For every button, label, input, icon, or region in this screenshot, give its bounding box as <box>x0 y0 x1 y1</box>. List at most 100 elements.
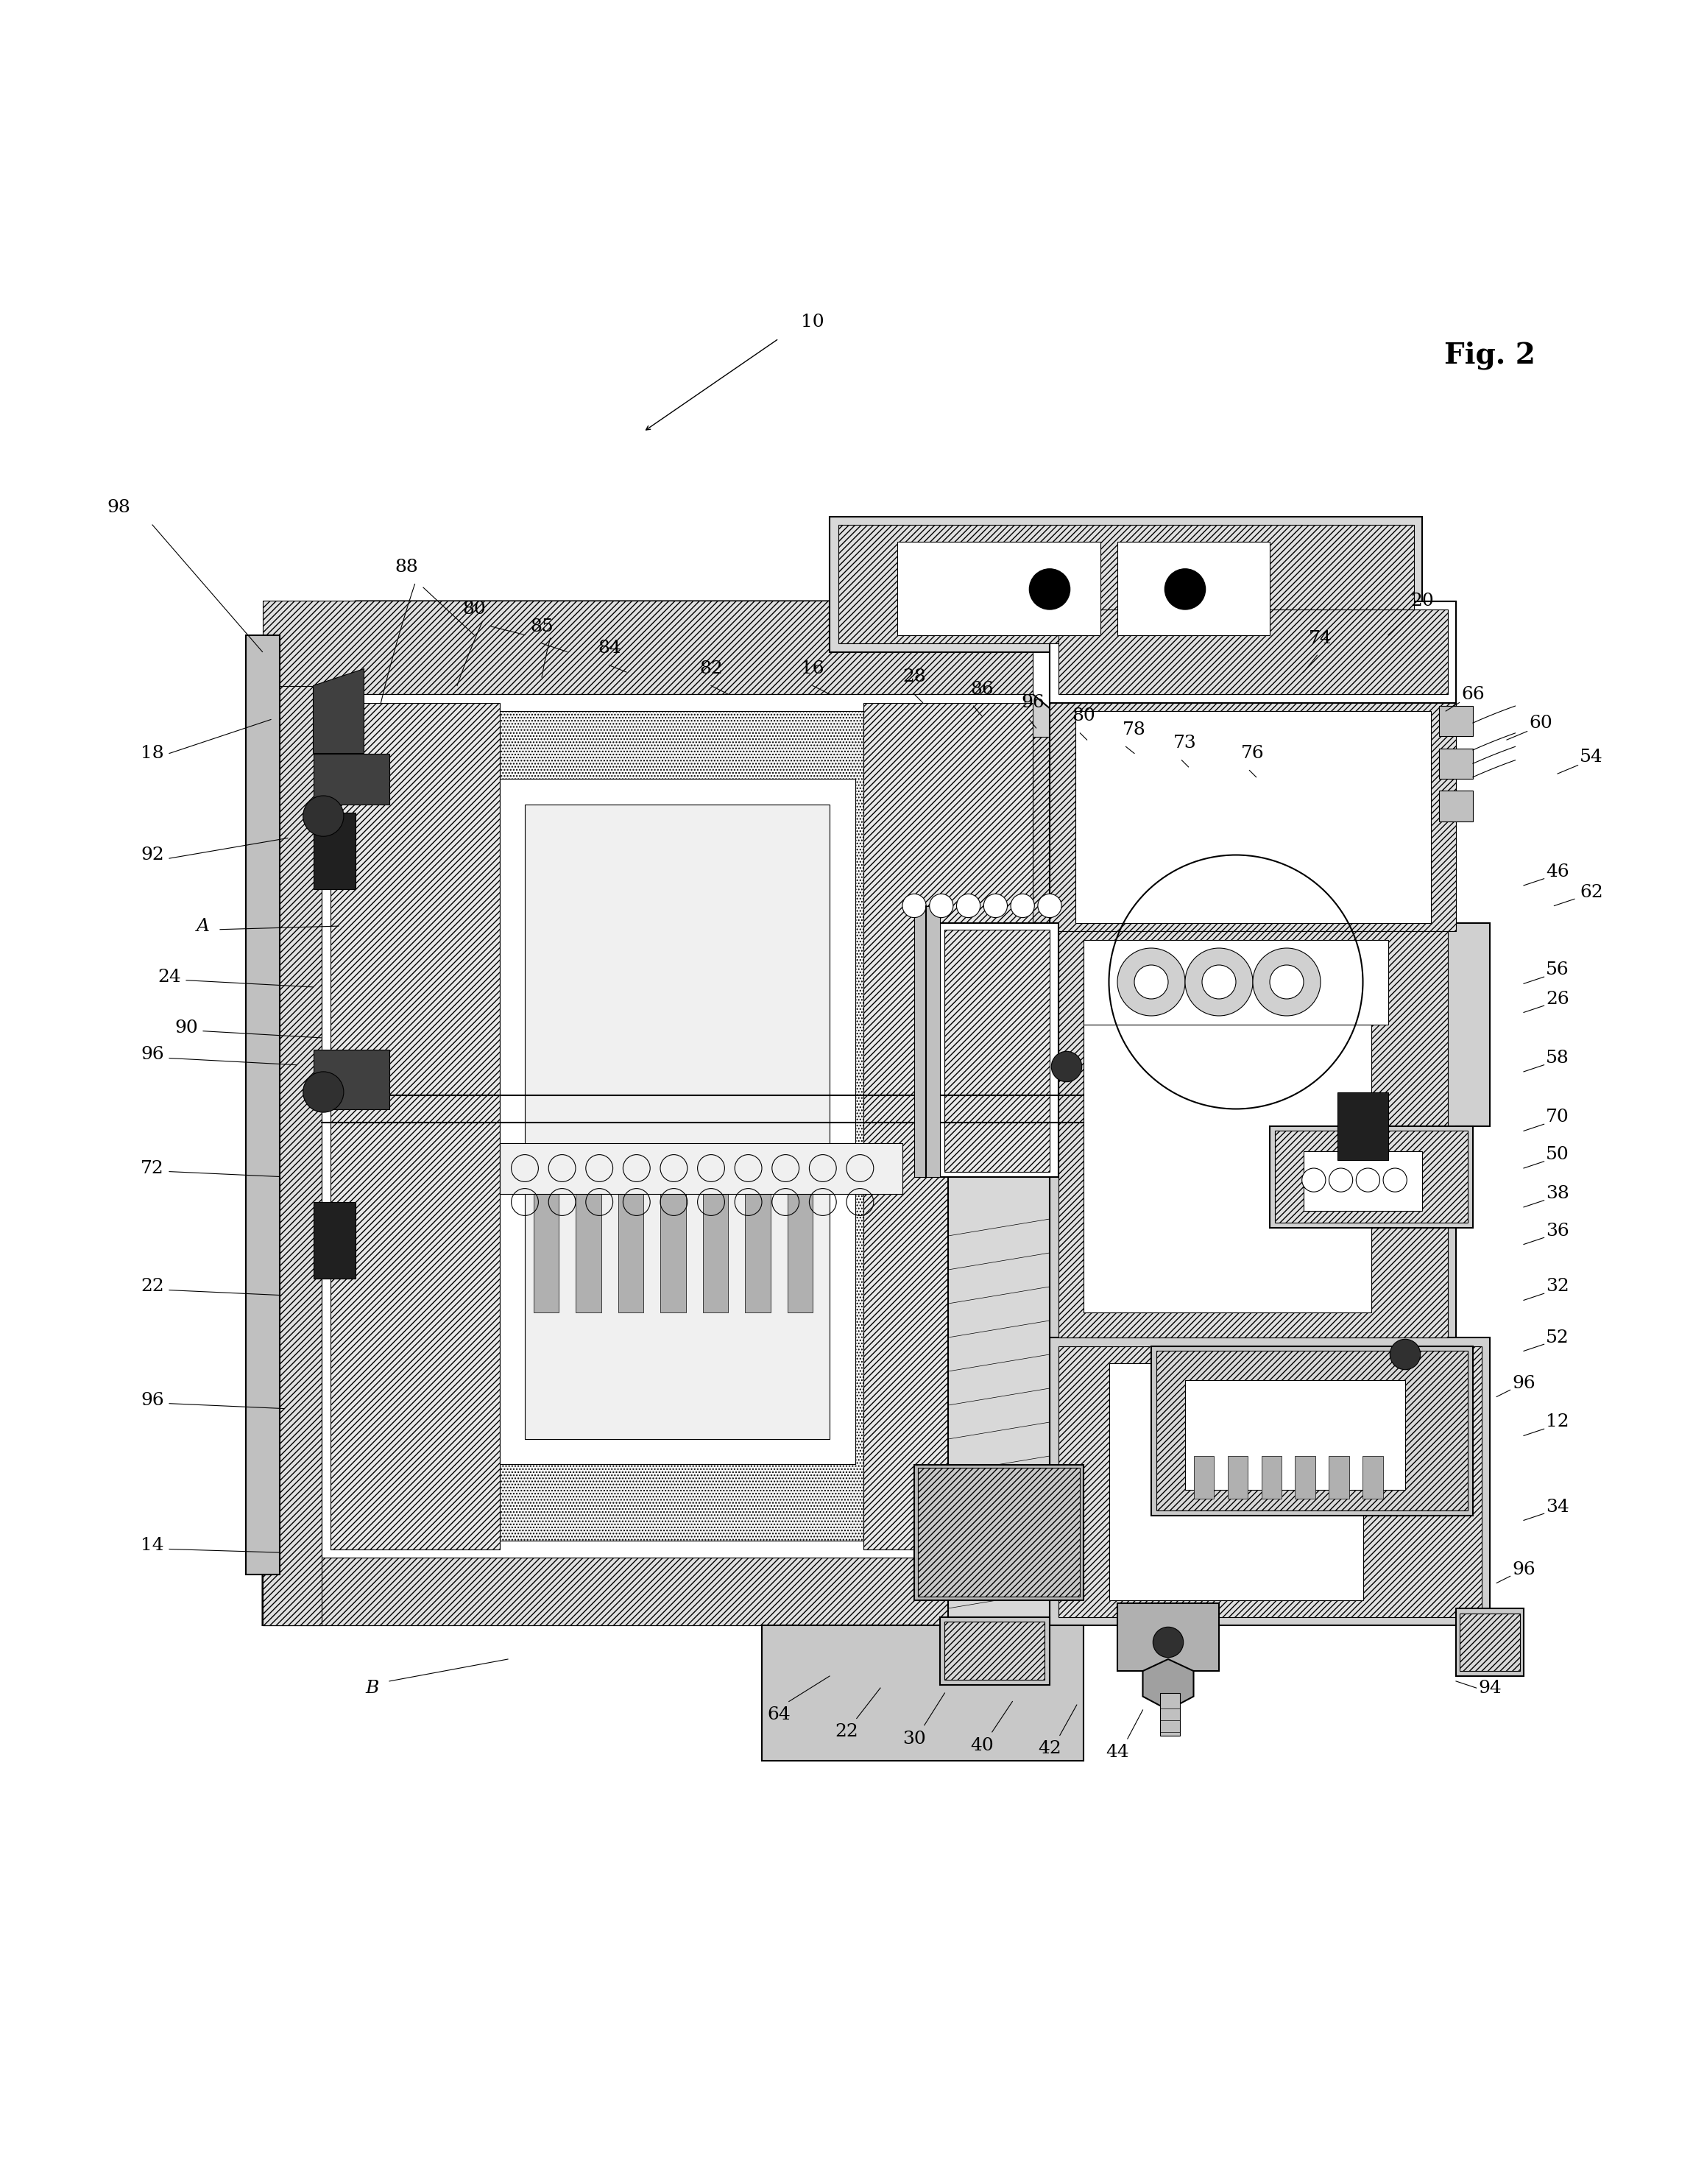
Circle shape <box>303 795 344 836</box>
Bar <box>1304 1151 1422 1210</box>
Polygon shape <box>245 636 279 1575</box>
Polygon shape <box>940 1616 1050 1684</box>
Bar <box>745 1177 770 1313</box>
Bar <box>1275 1131 1468 1223</box>
Bar <box>897 542 1100 636</box>
Bar <box>499 780 855 1465</box>
Circle shape <box>1270 965 1304 998</box>
Bar <box>918 1468 1080 1597</box>
Polygon shape <box>830 515 1422 651</box>
Circle shape <box>1329 1168 1353 1192</box>
Bar <box>1156 1352 1468 1509</box>
Polygon shape <box>948 1177 1050 1625</box>
Bar <box>945 930 1050 1171</box>
Bar <box>262 686 322 1625</box>
Text: 20: 20 <box>1410 592 1434 609</box>
Bar <box>313 812 356 889</box>
Text: 32: 32 <box>1546 1278 1569 1295</box>
Text: 78: 78 <box>1122 721 1146 738</box>
Circle shape <box>1029 568 1070 609</box>
Bar <box>1439 705 1473 736</box>
Text: 24: 24 <box>157 968 181 985</box>
Polygon shape <box>1084 939 1388 1024</box>
Polygon shape <box>1143 1660 1194 1710</box>
Text: 73: 73 <box>1173 734 1197 751</box>
Bar <box>1185 1380 1405 1489</box>
Bar <box>1439 791 1473 821</box>
Text: 64: 64 <box>767 1706 791 1723</box>
Polygon shape <box>1050 922 1490 1345</box>
Bar <box>322 695 1024 1557</box>
Text: 38: 38 <box>1546 1186 1569 1201</box>
Circle shape <box>1356 1168 1380 1192</box>
Bar <box>863 703 1033 1548</box>
Text: 94: 94 <box>1478 1679 1502 1697</box>
Text: 44: 44 <box>1106 1743 1129 1760</box>
Bar <box>1109 1363 1363 1601</box>
Text: 16: 16 <box>801 660 824 677</box>
Bar <box>525 804 830 1439</box>
Bar <box>1329 1457 1349 1498</box>
Text: 46: 46 <box>1546 863 1569 880</box>
Circle shape <box>1153 1627 1183 1658</box>
Text: 50: 50 <box>1546 1147 1569 1164</box>
Text: 36: 36 <box>1546 1223 1569 1238</box>
Bar <box>262 601 1033 695</box>
Bar <box>1459 1614 1520 1671</box>
Circle shape <box>1390 1339 1420 1369</box>
Text: 96: 96 <box>1021 695 1045 712</box>
Text: 56: 56 <box>1546 961 1569 978</box>
Bar <box>1194 1457 1214 1498</box>
Circle shape <box>1134 965 1168 998</box>
Text: 96: 96 <box>141 1391 164 1409</box>
Polygon shape <box>1050 1337 1490 1625</box>
Polygon shape <box>313 668 364 753</box>
Bar <box>1058 930 1448 1337</box>
Text: 42: 42 <box>1038 1741 1062 1758</box>
Circle shape <box>984 893 1007 917</box>
Text: 96: 96 <box>1512 1562 1536 1577</box>
Bar <box>1050 601 1456 930</box>
Polygon shape <box>1270 1127 1473 1227</box>
Bar <box>1033 736 1084 1625</box>
Bar <box>499 1142 902 1195</box>
Bar <box>313 1201 356 1278</box>
Circle shape <box>1185 948 1253 1016</box>
Bar <box>787 1177 813 1313</box>
Text: 90: 90 <box>174 1020 198 1035</box>
Bar <box>1439 749 1473 780</box>
Polygon shape <box>262 601 1084 1625</box>
Bar <box>330 703 499 1548</box>
Bar <box>1117 542 1270 636</box>
Bar <box>1261 1457 1282 1498</box>
Circle shape <box>1253 948 1321 1016</box>
Text: 72: 72 <box>141 1160 164 1177</box>
Text: 70: 70 <box>1546 1109 1569 1127</box>
Bar <box>1363 1457 1383 1498</box>
Bar <box>703 1177 728 1313</box>
Circle shape <box>957 893 980 917</box>
Text: 98: 98 <box>107 500 130 515</box>
Text: 80: 80 <box>1072 708 1095 725</box>
Polygon shape <box>1151 1345 1473 1516</box>
Text: 60: 60 <box>1529 714 1552 732</box>
Text: 80: 80 <box>462 601 486 618</box>
Circle shape <box>929 893 953 917</box>
Circle shape <box>1202 965 1236 998</box>
Text: 86: 86 <box>970 681 994 697</box>
Text: 66: 66 <box>1461 686 1485 703</box>
Text: 28: 28 <box>902 668 926 686</box>
Circle shape <box>1302 1168 1326 1192</box>
Text: 10: 10 <box>801 312 824 330</box>
Bar <box>945 1623 1045 1679</box>
Bar <box>1227 1457 1248 1498</box>
Text: 58: 58 <box>1546 1051 1569 1066</box>
Circle shape <box>1038 893 1062 917</box>
Polygon shape <box>313 1051 389 1109</box>
Text: 34: 34 <box>1546 1498 1569 1516</box>
Circle shape <box>1165 568 1205 609</box>
Bar <box>618 1177 643 1313</box>
Circle shape <box>1383 1168 1407 1192</box>
Text: 82: 82 <box>699 660 723 677</box>
Bar <box>914 906 940 1177</box>
